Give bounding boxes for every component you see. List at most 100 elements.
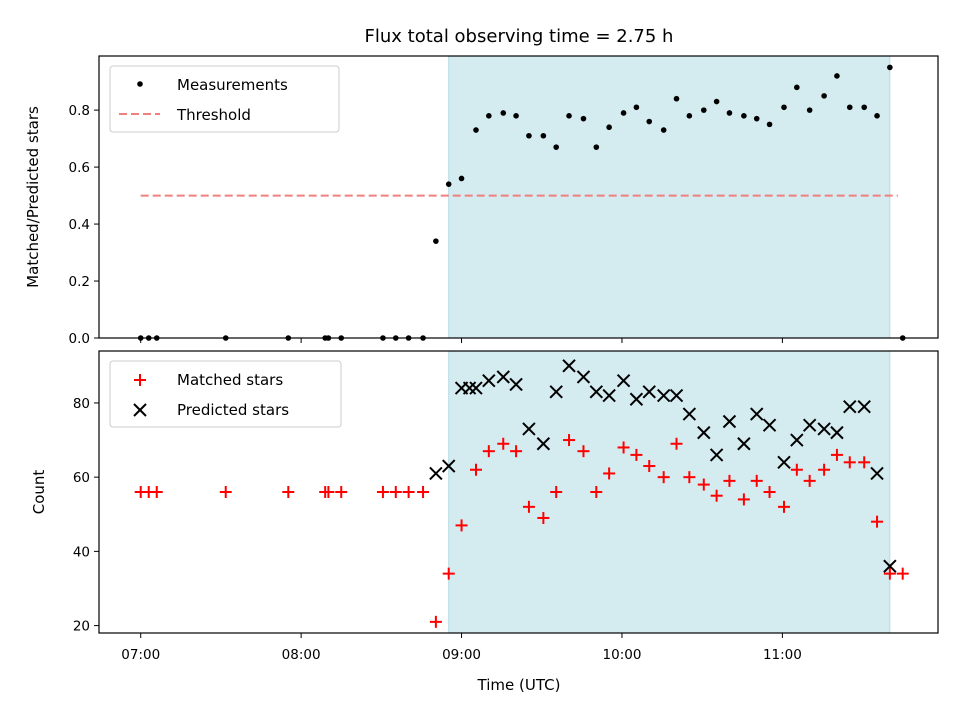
data-point: [563, 434, 576, 447]
y-tick-label: 0.8: [69, 103, 90, 119]
data-point: [682, 407, 697, 421]
data-point: [606, 124, 612, 131]
data-point: [580, 115, 587, 122]
data-point: [486, 113, 492, 119]
top-plot-frame: [98, 55, 939, 339]
chart-title: Flux total observing time = 2.75 h: [365, 26, 674, 47]
data-point: [536, 437, 551, 451]
x-tick-label: 10:00: [603, 647, 642, 663]
data-point: [417, 486, 430, 498]
y-tick-label: 0.0: [69, 331, 90, 347]
y-tick-label: 60: [73, 470, 90, 486]
data-point: [526, 132, 532, 139]
data-point: [513, 113, 519, 119]
data-point: [683, 471, 696, 484]
data-point: [540, 132, 547, 139]
data-point: [818, 463, 831, 476]
data-point: [777, 455, 791, 470]
data-point: [603, 467, 616, 480]
data-point: [389, 486, 402, 498]
data-point: [445, 181, 452, 187]
data-point: [834, 73, 840, 79]
data-point: [887, 64, 893, 71]
data-point: [722, 414, 737, 429]
top-panel: 0.00.20.40.60.8 Matched/Predicted stars …: [24, 55, 939, 347]
data-point: [646, 118, 653, 125]
data-point: [500, 110, 507, 116]
data-point: [670, 437, 683, 450]
data-point: [790, 433, 804, 447]
data-point: [402, 486, 415, 498]
data-point: [871, 515, 884, 528]
data-point: [620, 110, 627, 116]
data-point: [713, 98, 720, 105]
x-tick-label: 09:00: [442, 647, 481, 663]
data-point: [497, 437, 510, 450]
data-point: [630, 448, 643, 461]
data-point: [335, 486, 348, 498]
data-point: [469, 381, 483, 395]
data-point: [429, 466, 443, 481]
data-point: [593, 144, 600, 150]
data-point: [830, 425, 844, 440]
x-axis-label: Time (UTC): [477, 676, 561, 694]
data-point: [660, 127, 667, 133]
data-point: [896, 567, 909, 580]
data-point: [657, 471, 670, 484]
data-point: [802, 418, 817, 432]
data-point: [442, 459, 456, 473]
data-point: [857, 399, 871, 414]
legend-label-matched: Matched stars: [177, 371, 283, 389]
data-point: [429, 615, 442, 628]
data-point: [150, 486, 163, 498]
data-point: [376, 486, 389, 498]
series-predicted-stars: [429, 359, 897, 573]
data-point: [821, 93, 827, 99]
data-point: [843, 399, 857, 414]
data-point: [753, 115, 760, 122]
data-point: [766, 121, 773, 128]
y-tick-label: 0.6: [69, 160, 90, 176]
top-legend: Measurements Threshold: [109, 65, 340, 133]
legend-label-measurements: Measurements: [177, 76, 288, 94]
top-observing-window: [448, 55, 891, 339]
data-point: [700, 107, 707, 113]
bottom-observing-window: [448, 350, 891, 634]
data-point: [861, 104, 868, 111]
data-point: [566, 113, 572, 119]
data-point: [553, 144, 559, 150]
data-point: [781, 104, 787, 111]
data-point: [496, 370, 510, 384]
data-point: [883, 567, 896, 580]
data-point: [883, 559, 897, 573]
bottom-plot-frame: [98, 350, 939, 634]
data-point: [562, 359, 576, 373]
data-point: [462, 381, 477, 395]
legend-marker-measurements: [137, 81, 143, 87]
data-point: [219, 486, 232, 498]
data-point: [282, 486, 295, 498]
data-point: [830, 448, 843, 461]
data-point: [642, 385, 656, 399]
data-point: [763, 486, 776, 498]
data-point: [741, 113, 747, 119]
data-point: [874, 113, 880, 119]
data-point: [616, 373, 631, 388]
x-tick-label: 08:00: [282, 647, 321, 663]
data-point: [322, 486, 335, 498]
data-point: [750, 407, 764, 421]
x-tick-label: 07:00: [121, 647, 160, 663]
y-tick-label: 0.2: [69, 274, 90, 290]
bottom-y-axis-label: Count: [30, 470, 48, 515]
data-point: [602, 388, 616, 403]
data-point: [777, 500, 790, 513]
data-point: [697, 478, 710, 491]
data-point: [576, 370, 591, 384]
data-point: [846, 104, 853, 111]
data-point: [577, 445, 590, 458]
data-point: [455, 519, 468, 532]
data-point: [550, 486, 563, 498]
data-point: [482, 445, 495, 458]
data-point: [794, 84, 800, 91]
